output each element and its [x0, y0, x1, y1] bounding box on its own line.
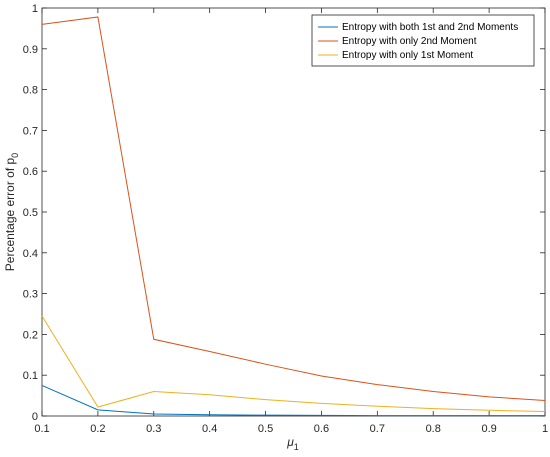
legend: Entropy with both 1st and 2nd Moments En…: [311, 14, 535, 67]
x-tick-label: 0.2: [90, 423, 105, 435]
series-line-1: [41, 16, 546, 401]
x-axis-title-sub: 1: [294, 442, 299, 452]
y-tick-label: 0.1: [23, 370, 38, 382]
y-tick-label: 0.3: [23, 289, 38, 301]
y-tick-label: 0.9: [23, 44, 38, 56]
x-tick-label: 0.5: [258, 423, 273, 435]
x-tick-label: 0.8: [426, 423, 441, 435]
y-tick-label: 0.2: [23, 329, 38, 341]
y-tick-label: 0.5: [23, 207, 38, 219]
y-tick-label: 0.8: [23, 85, 38, 97]
legend-label-2: Entropy with only 1st Moment: [342, 50, 473, 61]
legend-label-0: Entropy with both 1st and 2nd Moments: [342, 22, 518, 33]
x-tick-label: 0.1: [34, 423, 49, 435]
legend-box: [311, 14, 535, 67]
plot-area: [41, 7, 546, 417]
x-tick-label: 0.3: [146, 423, 161, 435]
y-axis-title: Percentage error of p0: [3, 153, 20, 271]
axis-ticks: 0.1 0.2 0.3 0.4 0.5 0.6 0.7 0.8 0.9 100.10.20.30.…: [23, 3, 548, 435]
x-axis-title-main: μ: [286, 435, 294, 449]
series-line-0: [41, 384, 545, 417]
series-line-2: [41, 315, 546, 413]
x-tick-label: 0.6: [314, 423, 329, 435]
x-tick-label: 0.4: [202, 423, 217, 435]
y-tick-label: 1: [32, 3, 38, 15]
y-tick-label: 0.7: [23, 125, 38, 137]
x-tick-label: 0.7: [370, 423, 385, 435]
y-tick-label: 0.4: [23, 248, 38, 260]
x-tick-label: 0.9: [481, 423, 496, 435]
y-axis-title-main: Percentage error of p: [3, 157, 17, 271]
series-layer: [41, 16, 546, 417]
y-tick-label: 0: [32, 411, 38, 423]
legend-label-1: Entropy with only 2nd Moment: [342, 36, 477, 47]
y-axis-title-sub: 0: [10, 153, 20, 158]
x-axis-title: μ1: [286, 435, 299, 452]
y-tick-label: 0.6: [23, 166, 38, 178]
x-tick-label: 1: [542, 423, 548, 435]
